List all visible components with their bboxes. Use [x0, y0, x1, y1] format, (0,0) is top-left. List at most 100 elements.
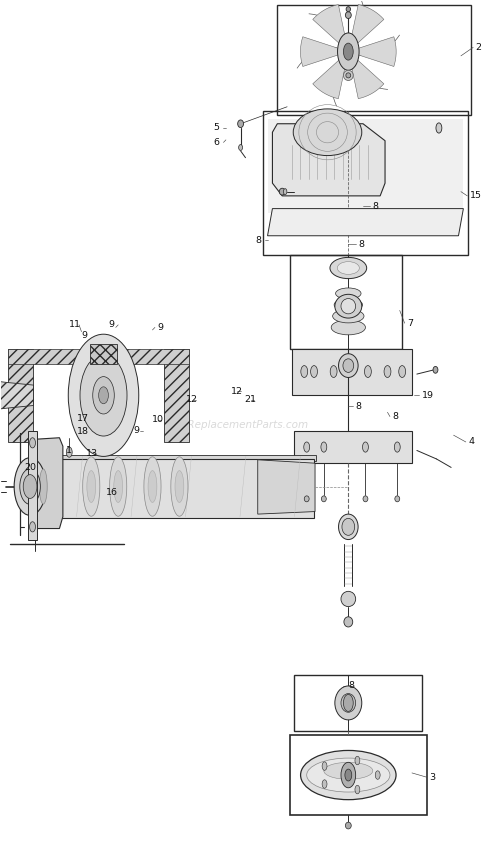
- Ellipse shape: [338, 354, 358, 377]
- Polygon shape: [300, 37, 348, 66]
- Circle shape: [384, 366, 391, 377]
- Text: 20: 20: [24, 463, 36, 472]
- Ellipse shape: [335, 686, 362, 720]
- Text: eReplacementParts.com: eReplacementParts.com: [182, 420, 309, 430]
- Text: 9: 9: [133, 427, 139, 435]
- Text: 9: 9: [109, 320, 114, 329]
- Polygon shape: [348, 52, 384, 99]
- Ellipse shape: [363, 496, 368, 501]
- Text: 16: 16: [106, 489, 118, 497]
- Ellipse shape: [36, 455, 51, 518]
- Bar: [268, 120, 464, 212]
- Polygon shape: [8, 348, 189, 364]
- Circle shape: [375, 771, 380, 779]
- Circle shape: [345, 769, 352, 781]
- Ellipse shape: [332, 309, 364, 323]
- Text: 18: 18: [77, 428, 88, 436]
- Ellipse shape: [300, 751, 396, 800]
- Polygon shape: [8, 348, 33, 442]
- Ellipse shape: [307, 758, 390, 792]
- Text: 10: 10: [152, 416, 164, 424]
- Circle shape: [29, 438, 35, 448]
- Circle shape: [355, 785, 360, 794]
- Polygon shape: [313, 52, 348, 99]
- Polygon shape: [313, 4, 348, 52]
- Text: 6: 6: [214, 138, 219, 147]
- Polygon shape: [348, 4, 384, 52]
- Ellipse shape: [341, 298, 355, 314]
- Ellipse shape: [343, 359, 354, 372]
- Circle shape: [436, 123, 442, 133]
- Circle shape: [68, 334, 139, 456]
- Circle shape: [304, 442, 310, 452]
- Text: 7: 7: [407, 319, 413, 327]
- Text: 8: 8: [358, 240, 364, 249]
- Ellipse shape: [283, 189, 287, 195]
- Ellipse shape: [346, 73, 351, 78]
- Circle shape: [362, 442, 368, 452]
- Bar: [290, 255, 402, 348]
- Ellipse shape: [144, 456, 161, 516]
- Ellipse shape: [338, 514, 358, 540]
- Ellipse shape: [322, 496, 327, 501]
- Text: 4: 4: [468, 438, 474, 446]
- Ellipse shape: [345, 12, 351, 19]
- Ellipse shape: [343, 71, 353, 81]
- Ellipse shape: [335, 288, 361, 299]
- Text: 12: 12: [231, 387, 243, 395]
- Circle shape: [343, 43, 353, 60]
- Text: 15: 15: [470, 191, 482, 201]
- Ellipse shape: [304, 496, 309, 501]
- Ellipse shape: [341, 592, 355, 607]
- Ellipse shape: [171, 456, 188, 516]
- Ellipse shape: [239, 144, 243, 150]
- Bar: [295, 431, 412, 463]
- Ellipse shape: [337, 262, 359, 275]
- Text: 19: 19: [422, 391, 434, 399]
- Ellipse shape: [279, 188, 285, 195]
- Circle shape: [93, 377, 114, 414]
- Circle shape: [321, 442, 327, 452]
- Circle shape: [80, 354, 127, 436]
- Ellipse shape: [20, 468, 40, 504]
- Ellipse shape: [293, 109, 362, 156]
- Text: 9: 9: [158, 323, 164, 332]
- Text: 8: 8: [392, 412, 398, 421]
- Ellipse shape: [175, 471, 184, 502]
- Ellipse shape: [109, 456, 127, 516]
- Ellipse shape: [346, 7, 351, 12]
- Ellipse shape: [334, 298, 362, 311]
- Circle shape: [394, 442, 400, 452]
- Polygon shape: [164, 348, 189, 442]
- Circle shape: [99, 387, 109, 404]
- Circle shape: [311, 366, 318, 377]
- Bar: [277, 5, 471, 116]
- Bar: [263, 111, 468, 255]
- Ellipse shape: [14, 457, 46, 515]
- Ellipse shape: [87, 471, 96, 502]
- Text: 21: 21: [244, 395, 256, 404]
- Polygon shape: [50, 455, 317, 462]
- Text: 8: 8: [355, 402, 362, 411]
- Text: 12: 12: [186, 395, 198, 404]
- Ellipse shape: [395, 496, 400, 501]
- Text: 3: 3: [429, 773, 435, 782]
- Circle shape: [341, 762, 355, 788]
- Ellipse shape: [82, 456, 100, 516]
- Ellipse shape: [345, 822, 351, 829]
- Ellipse shape: [148, 471, 157, 502]
- Text: 9: 9: [82, 332, 87, 340]
- Circle shape: [355, 756, 360, 765]
- Text: 8: 8: [373, 201, 379, 211]
- Circle shape: [399, 366, 406, 377]
- Polygon shape: [32, 438, 63, 529]
- Circle shape: [23, 474, 37, 498]
- Ellipse shape: [335, 294, 362, 318]
- Bar: [295, 676, 422, 730]
- Ellipse shape: [344, 617, 353, 627]
- Bar: [290, 734, 427, 815]
- Text: 8: 8: [348, 681, 355, 690]
- Ellipse shape: [342, 518, 355, 536]
- Polygon shape: [348, 37, 396, 66]
- Circle shape: [301, 366, 308, 377]
